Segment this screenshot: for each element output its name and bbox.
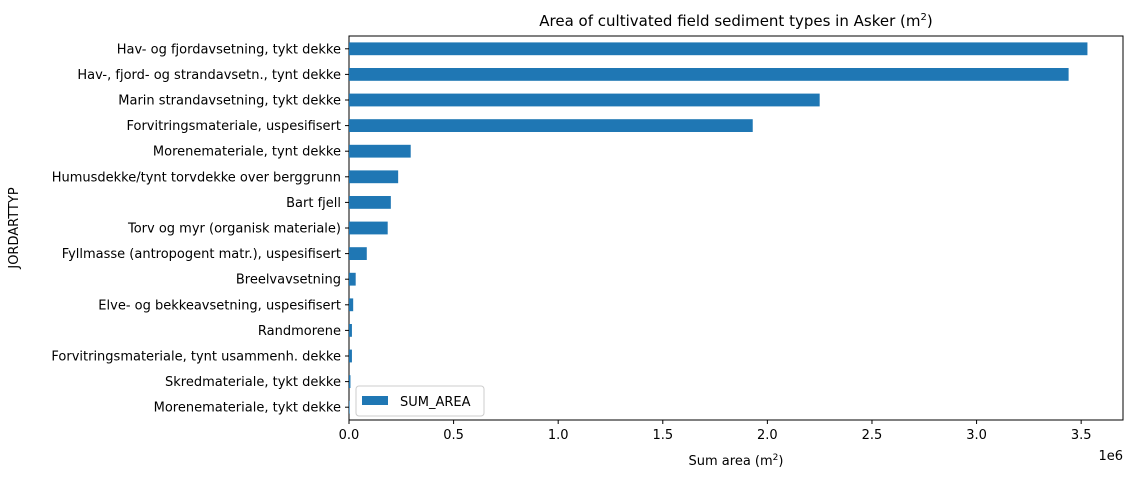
x-axis-label-superscript: 2 [773, 453, 779, 463]
bar [349, 196, 391, 209]
y-tick-label: Marin strandavsetning, tykt dekke [118, 94, 341, 109]
bar [349, 93, 820, 107]
y-tick-label: Bart fjell [286, 196, 341, 211]
x-tick-label: 3.5 [1071, 428, 1092, 443]
y-tick-label: Morenemateriale, tykt dekke [154, 401, 341, 416]
bar [349, 42, 1088, 56]
x-tick-label: 2.0 [757, 428, 778, 443]
bar [349, 170, 399, 184]
x-tick-label: 0.5 [443, 428, 464, 443]
y-tick-label: Forvitringsmateriale, tynt usammenh. dek… [51, 350, 341, 365]
y-tick-label: Skredmateriale, tykt dekke [165, 375, 341, 390]
y-tick-label: Randmorene [258, 324, 341, 339]
x-axis-label: Sum area (m2) [689, 453, 784, 469]
legend-label: SUM_AREA [400, 395, 471, 410]
x-tick-label: 2.5 [862, 428, 883, 443]
x-tick-label: 0.0 [339, 428, 360, 443]
chart-title-text: Area of cultivated field sediment types … [539, 12, 920, 30]
x-tick-label: 3.0 [966, 428, 987, 443]
bar [349, 324, 352, 337]
x-tick-label: 1.5 [652, 428, 673, 443]
bar [349, 400, 350, 414]
chart-title-end: ) [927, 12, 933, 30]
bar [349, 68, 1069, 81]
x-tick-label: 1.0 [548, 428, 569, 443]
bar [349, 375, 351, 388]
y-axis-label: JORDARTTYP [7, 187, 22, 269]
x-axis-ticks: 0.0 0.5 1.0 1.5 2.0 2.5 3.0 3.5 [339, 420, 1092, 443]
legend: SUM_AREA [355, 385, 485, 417]
x-axis-label-end: ) [778, 454, 783, 469]
bar [349, 144, 411, 158]
bar [349, 298, 354, 312]
y-tick-label: Breelvavsetning [236, 273, 341, 288]
chart-title-superscript: 2 [920, 12, 926, 23]
y-tick-label: Torv og myr (organisk materiale) [127, 222, 341, 237]
bar [349, 119, 753, 132]
y-tick-label: Morenemateriale, tynt dekke [153, 145, 341, 160]
y-tick-label: Humusdekke/tynt torvdekke over berggrunn [52, 170, 341, 185]
chart-title: Area of cultivated field sediment types … [539, 12, 932, 30]
bar [349, 247, 367, 260]
y-tick-label: Fyllmasse (antropogent matr.), uspesifis… [62, 247, 341, 262]
y-tick-label: Elve- og bekkeavsetning, uspesifisert [98, 298, 341, 313]
legend-swatch [362, 396, 388, 405]
bar [349, 221, 388, 235]
y-axis-ticks: Hav- og fjordavsetning, tykt dekke Hav-, … [51, 42, 349, 416]
x-axis-label-text: Sum area (m [689, 454, 773, 469]
y-tick-label: Forvitringsmateriale, uspesifisert [126, 119, 341, 134]
bar [349, 349, 352, 363]
bars-group [349, 42, 1088, 414]
y-tick-label: Hav- og fjordavsetning, tykt dekke [117, 42, 341, 57]
y-tick-label: Hav-, fjord- og strandavsetn., tynt dekk… [77, 68, 341, 83]
bar [349, 272, 356, 286]
legend-box [355, 385, 485, 417]
x-axis-scale-label: 1e6 [1098, 449, 1123, 464]
